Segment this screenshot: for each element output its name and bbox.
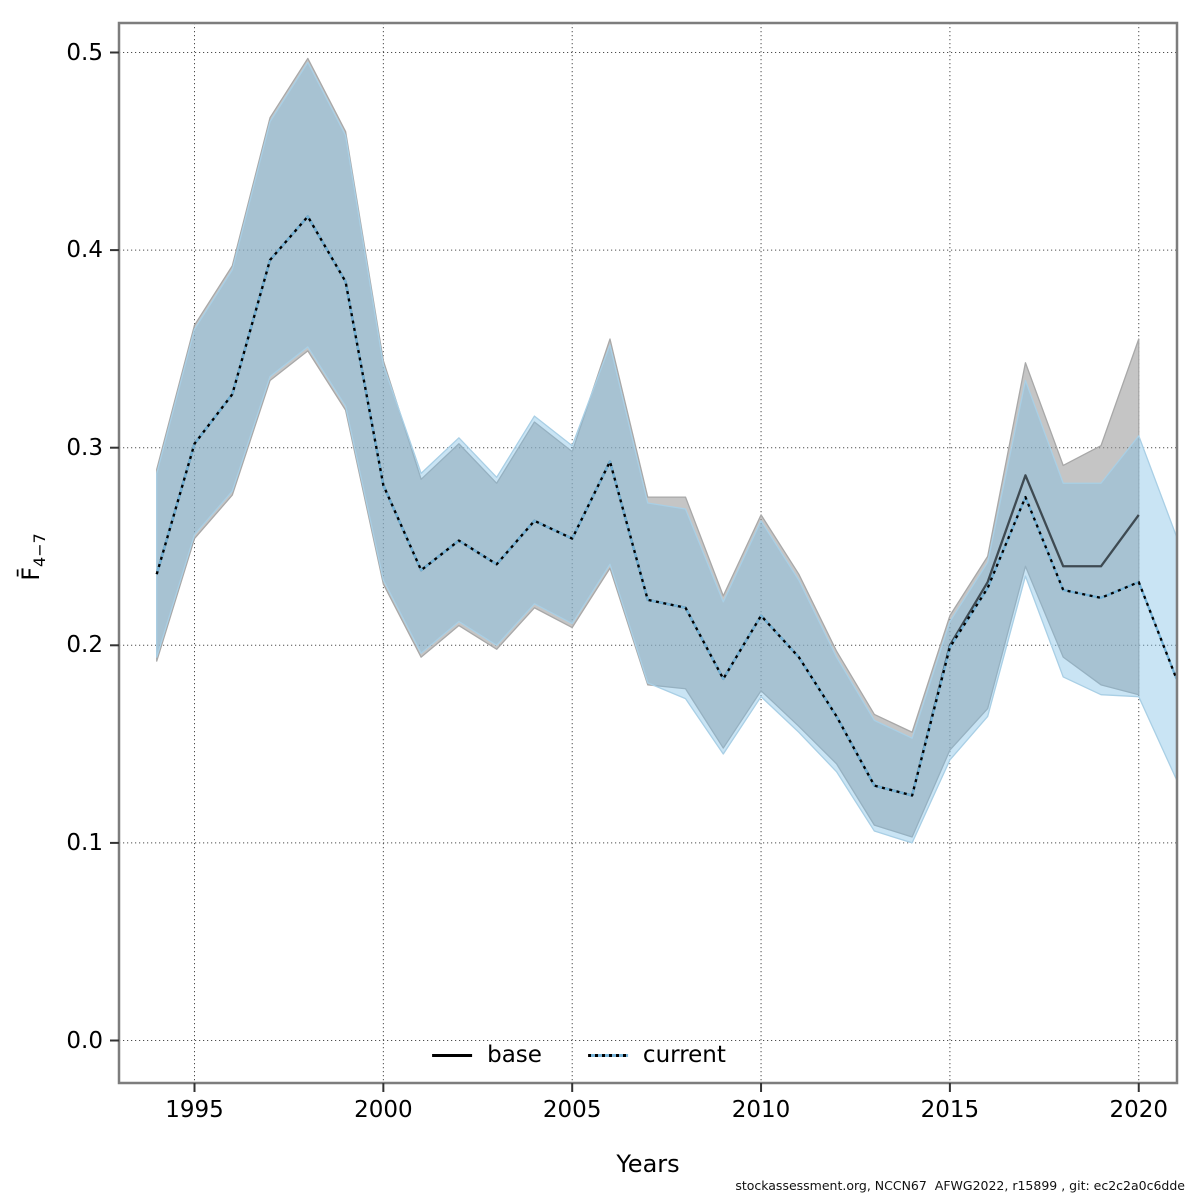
- y-tick-label-0.2: 0.2: [66, 632, 103, 659]
- x-axis-title: Years: [616, 1150, 680, 1178]
- y-axis-title: F̄4−7: [17, 533, 49, 581]
- stock-assessment-footer: stockassessment.org, NCCN67 AFWG2022, r1…: [735, 1178, 1185, 1193]
- current-line-swatch-icon: [587, 1053, 628, 1057]
- legend-item-current: current: [587, 1042, 726, 1068]
- legend-item-base: base: [432, 1042, 542, 1068]
- x-tick-label-1995: 1995: [165, 1097, 224, 1123]
- legend-label-base: base: [487, 1042, 542, 1068]
- y-tick-label-0.1: 0.1: [66, 829, 103, 856]
- current-mean-line-underlay: [155, 215, 1178, 797]
- x-tick-label-2020: 2020: [1109, 1097, 1169, 1123]
- legend: base current: [432, 1042, 726, 1068]
- legend-label-current: current: [642, 1042, 726, 1068]
- y-tick-label-0.0: 0.0: [66, 1027, 103, 1054]
- y-tick-label-0.3: 0.3: [66, 434, 103, 461]
- base-line-swatch-icon: [432, 1053, 473, 1057]
- y-axis-title-subscript: 4−7: [29, 533, 49, 567]
- y-tick-label-0.4: 0.4: [66, 237, 103, 264]
- y-axis-title-main: F̄: [17, 566, 46, 581]
- y-tick-label-0.5: 0.5: [66, 39, 103, 66]
- x-tick-label-2005: 2005: [542, 1097, 602, 1123]
- current-confidence-band: [156, 61, 1178, 844]
- x-tick-label-2010: 2010: [731, 1097, 791, 1123]
- x-tick-label-2000: 2000: [354, 1097, 413, 1123]
- x-tick-label-2015: 2015: [920, 1097, 980, 1123]
- plot-frame: [117, 21, 1179, 1085]
